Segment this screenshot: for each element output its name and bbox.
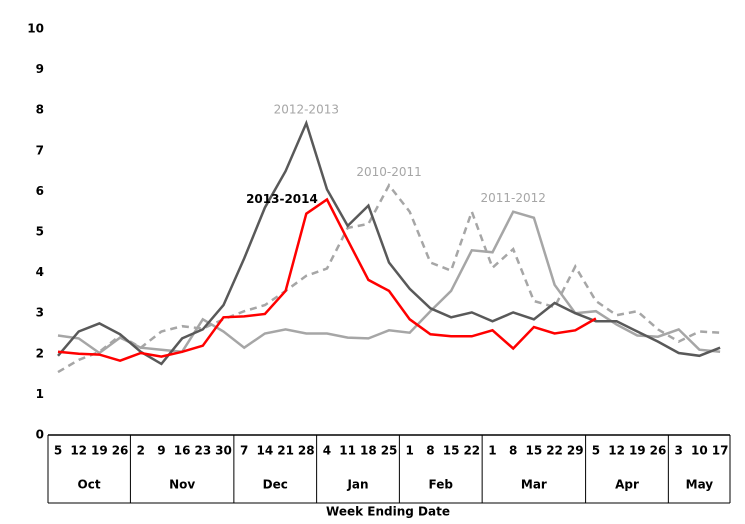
group-label: Feb bbox=[429, 478, 454, 492]
y-tick-label: 1 bbox=[36, 387, 44, 401]
x-tick-label: 22 bbox=[463, 444, 480, 458]
x-tick-label: 5 bbox=[54, 444, 62, 458]
group-label: Jan bbox=[346, 478, 368, 492]
x-tick-label: 10 bbox=[691, 444, 708, 458]
series-line bbox=[57, 210, 721, 355]
series-label: 2012-2013 bbox=[274, 103, 339, 117]
group-label: May bbox=[686, 478, 714, 492]
x-tick-label: 19 bbox=[629, 444, 646, 458]
group-label: Oct bbox=[78, 478, 101, 492]
x-tick-label: 8 bbox=[426, 444, 434, 458]
y-tick-label: 10 bbox=[27, 22, 44, 36]
x-tick-label: 11 bbox=[339, 444, 356, 458]
y-tick-label: 4 bbox=[36, 265, 44, 279]
x-tick-label: 21 bbox=[277, 444, 294, 458]
x-tick-label: 4 bbox=[323, 444, 331, 458]
x-tick-label: 25 bbox=[381, 444, 398, 458]
x-tick-label: 8 bbox=[509, 444, 517, 458]
x-tick-label: 26 bbox=[112, 444, 129, 458]
series-label: 2011-2012 bbox=[480, 191, 545, 205]
y-tick-label: 7 bbox=[36, 143, 44, 157]
x-tick-label: 16 bbox=[174, 444, 191, 458]
x-tick-label: 19 bbox=[91, 444, 108, 458]
y-tick-label: 3 bbox=[36, 306, 44, 320]
x-tick-label: 29 bbox=[567, 444, 584, 458]
y-tick-label: 6 bbox=[36, 184, 44, 198]
x-tick-label: 3 bbox=[675, 444, 683, 458]
group-label: Apr bbox=[615, 478, 639, 492]
x-tick-label: 9 bbox=[157, 444, 165, 458]
x-tick-label: 18 bbox=[360, 444, 377, 458]
group-label: Dec bbox=[263, 478, 288, 492]
x-tick-label: 30 bbox=[215, 444, 232, 458]
x-tick-label: 15 bbox=[443, 444, 460, 458]
group-label: Mar bbox=[521, 478, 547, 492]
x-tick-label: 26 bbox=[650, 444, 667, 458]
x-tick-label: 12 bbox=[70, 444, 87, 458]
y-tick-label: 9 bbox=[36, 62, 44, 76]
x-tick-label: 2 bbox=[137, 444, 145, 458]
series-label: 2010-2011 bbox=[356, 165, 421, 179]
x-tick-label: 12 bbox=[608, 444, 625, 458]
group-label: Nov bbox=[169, 478, 195, 492]
y-tick-label: 0 bbox=[36, 428, 44, 442]
y-tick-label: 8 bbox=[36, 103, 44, 117]
y-tick-label: 2 bbox=[36, 346, 44, 360]
x-tick-label: 15 bbox=[526, 444, 543, 458]
series-label: 2013-2014 bbox=[246, 192, 318, 206]
series-line bbox=[57, 183, 721, 374]
x-axis-title: Week Ending Date bbox=[326, 505, 450, 519]
series-line bbox=[57, 197, 597, 363]
x-tick-label: 23 bbox=[194, 444, 211, 458]
x-tick-label: 17 bbox=[712, 444, 729, 458]
x-tick-label: 5 bbox=[592, 444, 600, 458]
x-tick-label: 7 bbox=[240, 444, 248, 458]
x-tick-label: 14 bbox=[257, 444, 274, 458]
x-tick-label: 1 bbox=[488, 444, 496, 458]
y-tick-label: 5 bbox=[36, 225, 44, 239]
x-tick-label: 1 bbox=[406, 444, 414, 458]
x-tick-label: 22 bbox=[546, 444, 563, 458]
x-tick-label: 28 bbox=[298, 444, 315, 458]
